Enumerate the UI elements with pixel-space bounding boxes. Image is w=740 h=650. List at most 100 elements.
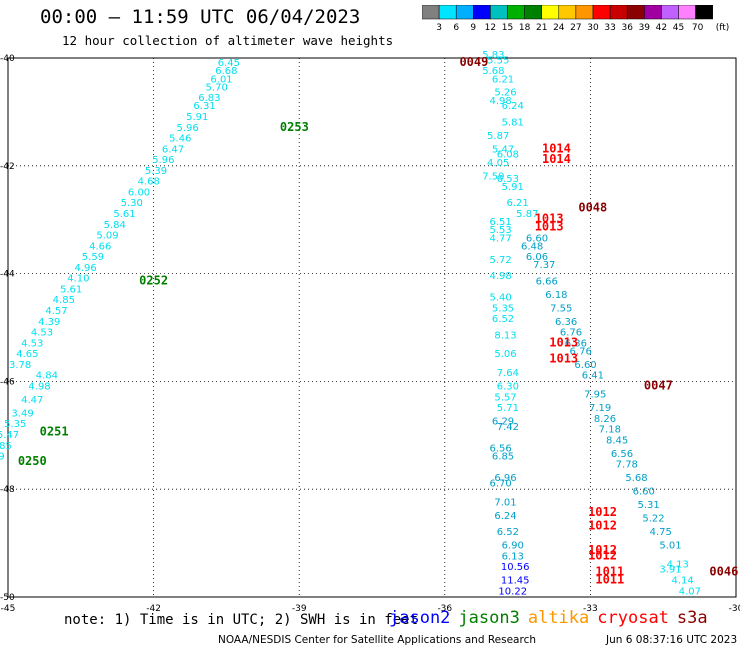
pass-time-label: 1013 bbox=[549, 335, 578, 349]
wave-height-label: 6.83 bbox=[198, 93, 220, 104]
pass-time-label: 0253 bbox=[280, 120, 309, 134]
x-tick-label: -30 bbox=[729, 604, 740, 614]
wave-height-label: 5.96 bbox=[176, 123, 198, 134]
wave-height-label: 4.68 bbox=[138, 177, 160, 188]
wave-height-label: 6.00 bbox=[128, 187, 150, 198]
wave-height-label: 4.57 bbox=[45, 306, 67, 317]
wave-height-label: 5.87 bbox=[487, 131, 509, 142]
wave-height-label: 10.56 bbox=[501, 562, 530, 573]
wave-height-label: 4.96 bbox=[75, 263, 97, 274]
wave-height-label: 7.95 bbox=[584, 390, 606, 401]
legend-item-altika: altika bbox=[527, 608, 590, 628]
colorbar-unit: (ft) bbox=[716, 23, 730, 33]
wave-height-label: 4.53 bbox=[21, 338, 43, 349]
legend-item-jason2: jason2 bbox=[389, 608, 451, 628]
pass-time-label: 0049 bbox=[459, 55, 488, 69]
wave-height-label: 5.70 bbox=[206, 82, 228, 93]
wave-height-label: 5.72 bbox=[489, 255, 511, 266]
plot-frame bbox=[7, 57, 737, 598]
wave-height-label: 5.47 bbox=[492, 144, 514, 155]
wave-height-label: 6.76 bbox=[570, 346, 592, 357]
wave-height-label: 3.49 bbox=[11, 408, 33, 419]
wave-height-label: 7.37 bbox=[533, 260, 555, 271]
wave-height-label: 4.75 bbox=[650, 527, 672, 538]
wave-height-label: 6.41 bbox=[582, 371, 604, 382]
wave-height-label: 5.61 bbox=[60, 284, 82, 295]
wave-height-label: 6.36 bbox=[565, 338, 587, 349]
wave-height-label: 7.01 bbox=[494, 497, 516, 508]
wave-height-label: 7.64 bbox=[497, 368, 519, 379]
wave-height-label: 4.10 bbox=[67, 274, 89, 285]
pass-time-label: 0046 bbox=[709, 564, 738, 578]
wave-height-label: 5.09 bbox=[96, 231, 118, 242]
legend-item-s3a: s3a bbox=[676, 608, 708, 628]
wave-height-label: 4.98 bbox=[489, 96, 511, 107]
wave-height-label: 5.68 bbox=[482, 66, 504, 77]
wave-height-label: 4.85 bbox=[53, 295, 75, 306]
pass-time-label: 1012 bbox=[588, 519, 617, 533]
pass-time-label: 1013 bbox=[549, 352, 578, 366]
legend-item-cryosat: cryosat bbox=[597, 608, 669, 628]
wave-height-label: 5.59 bbox=[82, 252, 104, 263]
wave-height-label: 3.91 bbox=[659, 565, 681, 576]
wave-height-label: 5.91 bbox=[186, 112, 208, 123]
colorbar-swatch bbox=[695, 5, 713, 20]
y-tick-label: -42 bbox=[0, 162, 15, 172]
colorbar-tick-label: 15 bbox=[502, 23, 513, 33]
wave-height-label: 6.56 bbox=[489, 443, 511, 454]
wave-height-label: 4.13 bbox=[667, 559, 689, 570]
wave-height-label: 5.26 bbox=[494, 88, 516, 99]
colorbar-tick-label: 3 bbox=[436, 23, 442, 33]
colorbar-tick-label: 24 bbox=[553, 23, 565, 33]
wave-height-label: 5.91 bbox=[502, 182, 524, 193]
wave-height-label: 5.61 bbox=[113, 209, 135, 220]
wave-height-label: 6.53 bbox=[497, 174, 519, 185]
wave-height-label: 4.77 bbox=[489, 233, 511, 244]
wave-height-label: 4.05 bbox=[487, 158, 509, 169]
wave-height-label: 6.52 bbox=[492, 314, 514, 325]
colorbar-tick-label: 36 bbox=[621, 23, 633, 33]
wave-height-label: 5.35 bbox=[492, 303, 514, 314]
wave-height-label: 4.85 bbox=[0, 441, 12, 452]
wave-height-label: 5.87 bbox=[516, 209, 538, 220]
wave-height-label: 7.19 bbox=[589, 403, 611, 414]
wave-height-label: 6.60 bbox=[633, 487, 655, 498]
wave-height-label: 8.45 bbox=[606, 435, 628, 446]
wave-height-label: 6.36 bbox=[555, 317, 577, 328]
wave-height-label: 6.01 bbox=[210, 74, 232, 85]
satellite-legend: jason2 jason3 altika cryosat s3a bbox=[389, 608, 716, 628]
x-tick-label: -33 bbox=[583, 604, 598, 614]
wave-height-label: 6.90 bbox=[502, 540, 524, 551]
pass-time-label: 1013 bbox=[535, 219, 564, 233]
wave-height-label: 6.52 bbox=[497, 527, 519, 538]
colorbar-tick-label: 39 bbox=[639, 23, 651, 33]
wave-height-label: 6.45 bbox=[218, 58, 240, 69]
wave-height-label: 4.07 bbox=[679, 586, 701, 597]
wave-height-label: 5.06 bbox=[494, 349, 516, 360]
wave-height-label: 5.35 bbox=[4, 419, 26, 430]
wave-height-label: 5.46 bbox=[169, 134, 191, 145]
wave-height-label: 3.89 bbox=[0, 452, 5, 463]
colorbar-tick-label: 33 bbox=[604, 23, 615, 33]
colorbar-tick-label: 27 bbox=[570, 23, 581, 33]
wave-height-label: 6.08 bbox=[497, 150, 519, 161]
colorbar-tick-label: 12 bbox=[485, 23, 496, 33]
wave-height-label: 5.96 bbox=[152, 155, 174, 166]
wave-height-label: 6.48 bbox=[521, 241, 543, 252]
colorbar-tick-label: 30 bbox=[587, 23, 599, 33]
wave-height-label: 6.96 bbox=[494, 473, 516, 484]
map-subtitle: 12 hour collection of altimeter wave hei… bbox=[62, 33, 394, 48]
wave-height-label: 8.13 bbox=[494, 330, 516, 341]
pass-time-label: 1011 bbox=[595, 573, 624, 587]
y-tick-label: -48 bbox=[0, 485, 15, 495]
wave-height-label: 6.60 bbox=[574, 360, 596, 371]
pass-time-label: 1013 bbox=[535, 211, 564, 225]
wave-height-label: 4.66 bbox=[89, 241, 111, 252]
wave-height-label: 6.68 bbox=[215, 66, 237, 77]
colorbar-tick-label: 45 bbox=[673, 23, 684, 33]
credit-line: NOAA/NESDIS Center for Satellite Applica… bbox=[218, 634, 536, 646]
wave-height-label: 6.85 bbox=[492, 452, 514, 463]
footnote: note: 1) Time is in UTC; 2) SWH is in fe… bbox=[64, 612, 419, 628]
wave-height-label: 6.18 bbox=[545, 290, 567, 301]
